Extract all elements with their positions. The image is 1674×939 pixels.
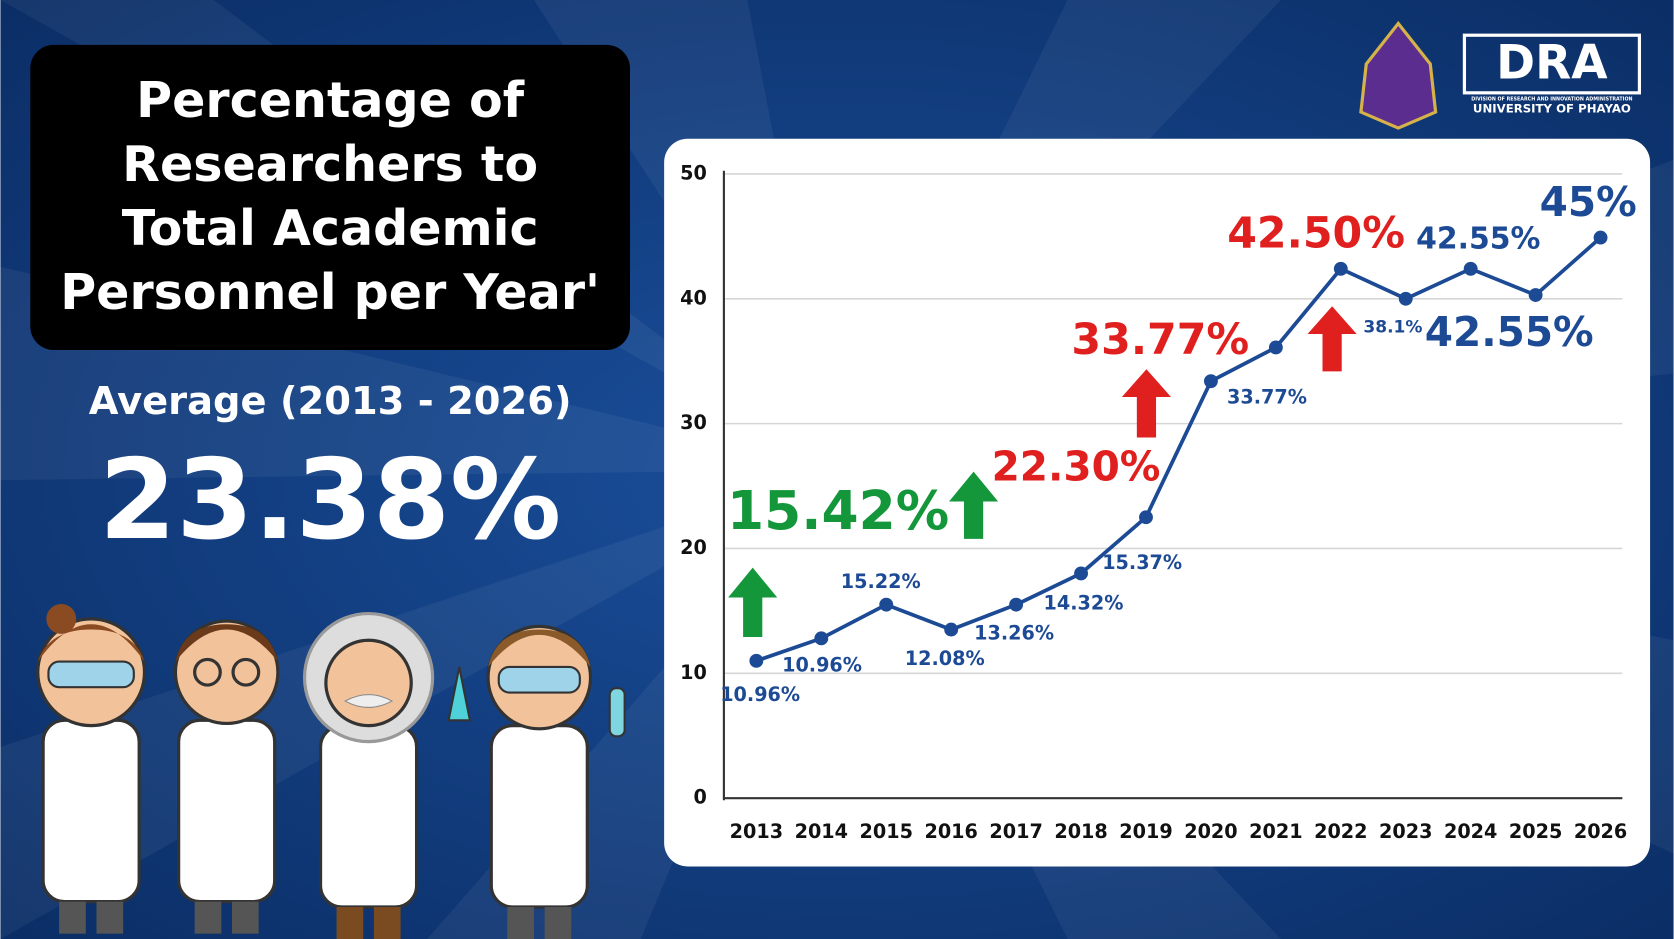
x-tick-label: 2020 (1184, 820, 1237, 843)
x-tick-label: 2013 (730, 820, 783, 843)
y-tick-label: 20 (680, 536, 707, 559)
y-tick-label: 40 (680, 286, 707, 309)
data-point (1528, 288, 1543, 302)
annotation: 22.30% (992, 443, 1161, 491)
annotation: 15.22% (841, 570, 921, 593)
data-line (755, 236, 1602, 663)
x-tick-label: 2021 (1249, 820, 1302, 843)
x-tick-label: 2017 (989, 820, 1042, 843)
title-box (30, 44, 630, 350)
annotation: 10.96% (782, 653, 862, 676)
x-tick-label: 2022 (1314, 820, 1367, 843)
annotation: 42.55% (1416, 222, 1540, 257)
data-point (1398, 291, 1413, 306)
y-tick-label: 50 (680, 161, 707, 184)
data-point (879, 597, 894, 612)
logo-name: DRA (1496, 36, 1608, 91)
annotation: 12.08% (905, 647, 985, 670)
annotation: 42.50% (1227, 208, 1405, 258)
x-tick-label: 2015 (860, 820, 913, 843)
annotation: 45% (1540, 178, 1637, 226)
y-tick-label: 30 (680, 411, 707, 434)
title-line: Total Academic (122, 199, 539, 257)
data-point (1009, 597, 1024, 612)
data-point (1203, 374, 1218, 389)
annotation: 13.26% (974, 621, 1054, 644)
data-point (1333, 261, 1348, 276)
annotation: 33.77% (1071, 315, 1249, 365)
data-point (1074, 566, 1088, 581)
x-tick-label: 2018 (1054, 820, 1107, 843)
title-line: Personnel per Year' (60, 263, 600, 321)
annotation: 42.55% (1425, 308, 1594, 356)
x-tick-label: 2026 (1574, 820, 1627, 843)
data-point (1593, 230, 1608, 245)
annotation: 15.42% (727, 479, 949, 542)
scientists (36, 603, 626, 939)
x-tick-label: 2016 (924, 820, 977, 843)
data-point (1463, 261, 1478, 276)
x-tick-label: 2023 (1379, 820, 1432, 843)
y-tick-label: 0 (693, 786, 706, 809)
average-label: Average (2013 - 2026) (89, 379, 572, 424)
data-point (1268, 340, 1283, 355)
logo-division: DIVISION OF RESEARCH AND INNOVATION ADMI… (1471, 97, 1632, 103)
average-value: 23.38% (99, 436, 561, 565)
x-tick-label: 2024 (1444, 820, 1497, 843)
x-tick-label: 2019 (1119, 820, 1172, 843)
annotation: 10.96% (720, 683, 800, 706)
arrows (728, 306, 1357, 638)
data-point (814, 631, 829, 646)
title-line: Percentage of (136, 71, 525, 129)
data-point (749, 653, 764, 668)
logo: DRA DIVISION OF RESEARCH AND INNOVATION … (1359, 20, 1642, 130)
plot: 0 10 20 30 40 50 2013 2014 2015 2016 2017 2018 2019 2… (680, 161, 1627, 842)
title-line: Researchers to (122, 135, 538, 193)
annotation: 14.32% (1044, 591, 1124, 614)
x-tick-label: 2025 (1509, 820, 1562, 843)
logo-university: UNIVERSITY OF PHAYAO (1473, 101, 1631, 115)
x-tick-label: 2014 (795, 820, 848, 843)
annotation: 33.77% (1227, 386, 1307, 409)
data-point (944, 622, 959, 637)
y-tick-label: 10 (680, 661, 707, 684)
chart-panel (664, 138, 1651, 867)
annotation: 38.1% (1363, 318, 1422, 338)
annotation: 15.37% (1102, 551, 1182, 574)
data-point (1139, 510, 1153, 525)
